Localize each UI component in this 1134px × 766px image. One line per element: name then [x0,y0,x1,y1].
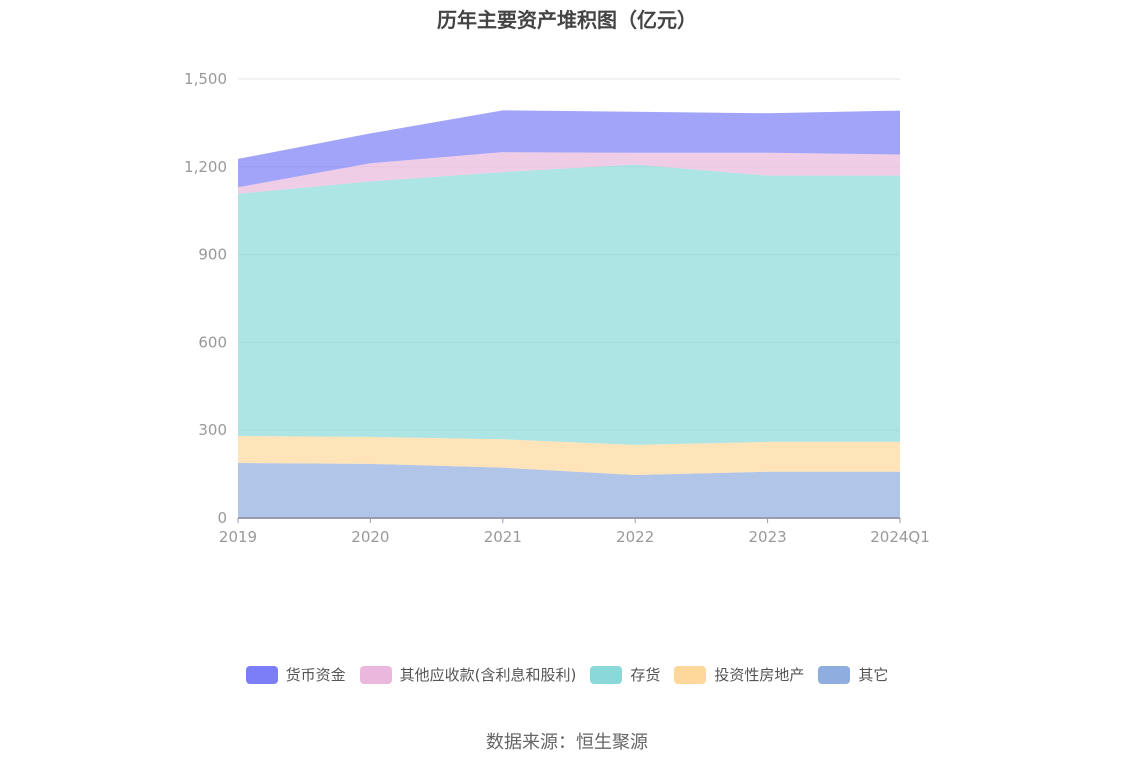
y-tick-label-5: 1,500 [184,70,227,88]
legend: 货币资金 其他应收款(含利息和股利) 存货 投资性房地产 其它 [0,664,1134,685]
x-tick-label-0: 2019 [219,528,257,546]
x-tick-label-3: 2022 [616,528,654,546]
legend-item-0[interactable]: 货币资金 [245,664,346,685]
data-source-note: 数据来源：恒生聚源 [486,732,648,753]
legend-label-4: 其它 [858,666,889,684]
y-tick-label-2: 600 [198,333,227,351]
y-tick-label-1: 300 [198,421,227,439]
x-tick-label-2: 2021 [484,528,522,546]
y-tick-label-0: 0 [217,509,227,527]
legend-label-1: 其他应收款(含利息和股利) [399,666,577,684]
legend-swatch-2 [590,665,623,684]
chart-title: 历年主要资产堆积图（亿元） [437,8,697,32]
legend-swatch-4 [818,665,851,684]
axes: 0 300 600 900 1,200 1,500 2019 2020 2021 2022 2023… [184,70,930,546]
legend-label-2: 存货 [630,666,661,684]
x-tick-label-4: 2023 [749,528,787,546]
legend-item-1[interactable]: 其他应收款(含利息和股利) [359,664,577,685]
area-series-group [238,110,900,518]
area-series-1 [238,436,900,475]
x-tick-label-1: 2020 [351,528,389,546]
legend-swatch-1 [359,665,392,684]
area-series-3 [238,152,900,194]
legend-item-2[interactable]: 存货 [590,664,660,685]
legend-label-3: 投资性房地产 [714,666,805,684]
legend-item-3[interactable]: 投资性房地产 [674,664,804,685]
area-series-0 [238,462,900,518]
x-tick-label-5: 2024Q1 [870,528,930,546]
area-series-2 [238,164,900,445]
area-series-4 [238,110,900,188]
legend-item-4[interactable]: 其它 [818,664,888,685]
legend-label-0: 货币资金 [285,666,346,684]
y-tick-label-4: 1,200 [184,158,227,176]
y-tick-label-3: 900 [198,246,227,264]
legend-swatch-0 [245,665,278,684]
legend-swatch-3 [674,665,707,684]
